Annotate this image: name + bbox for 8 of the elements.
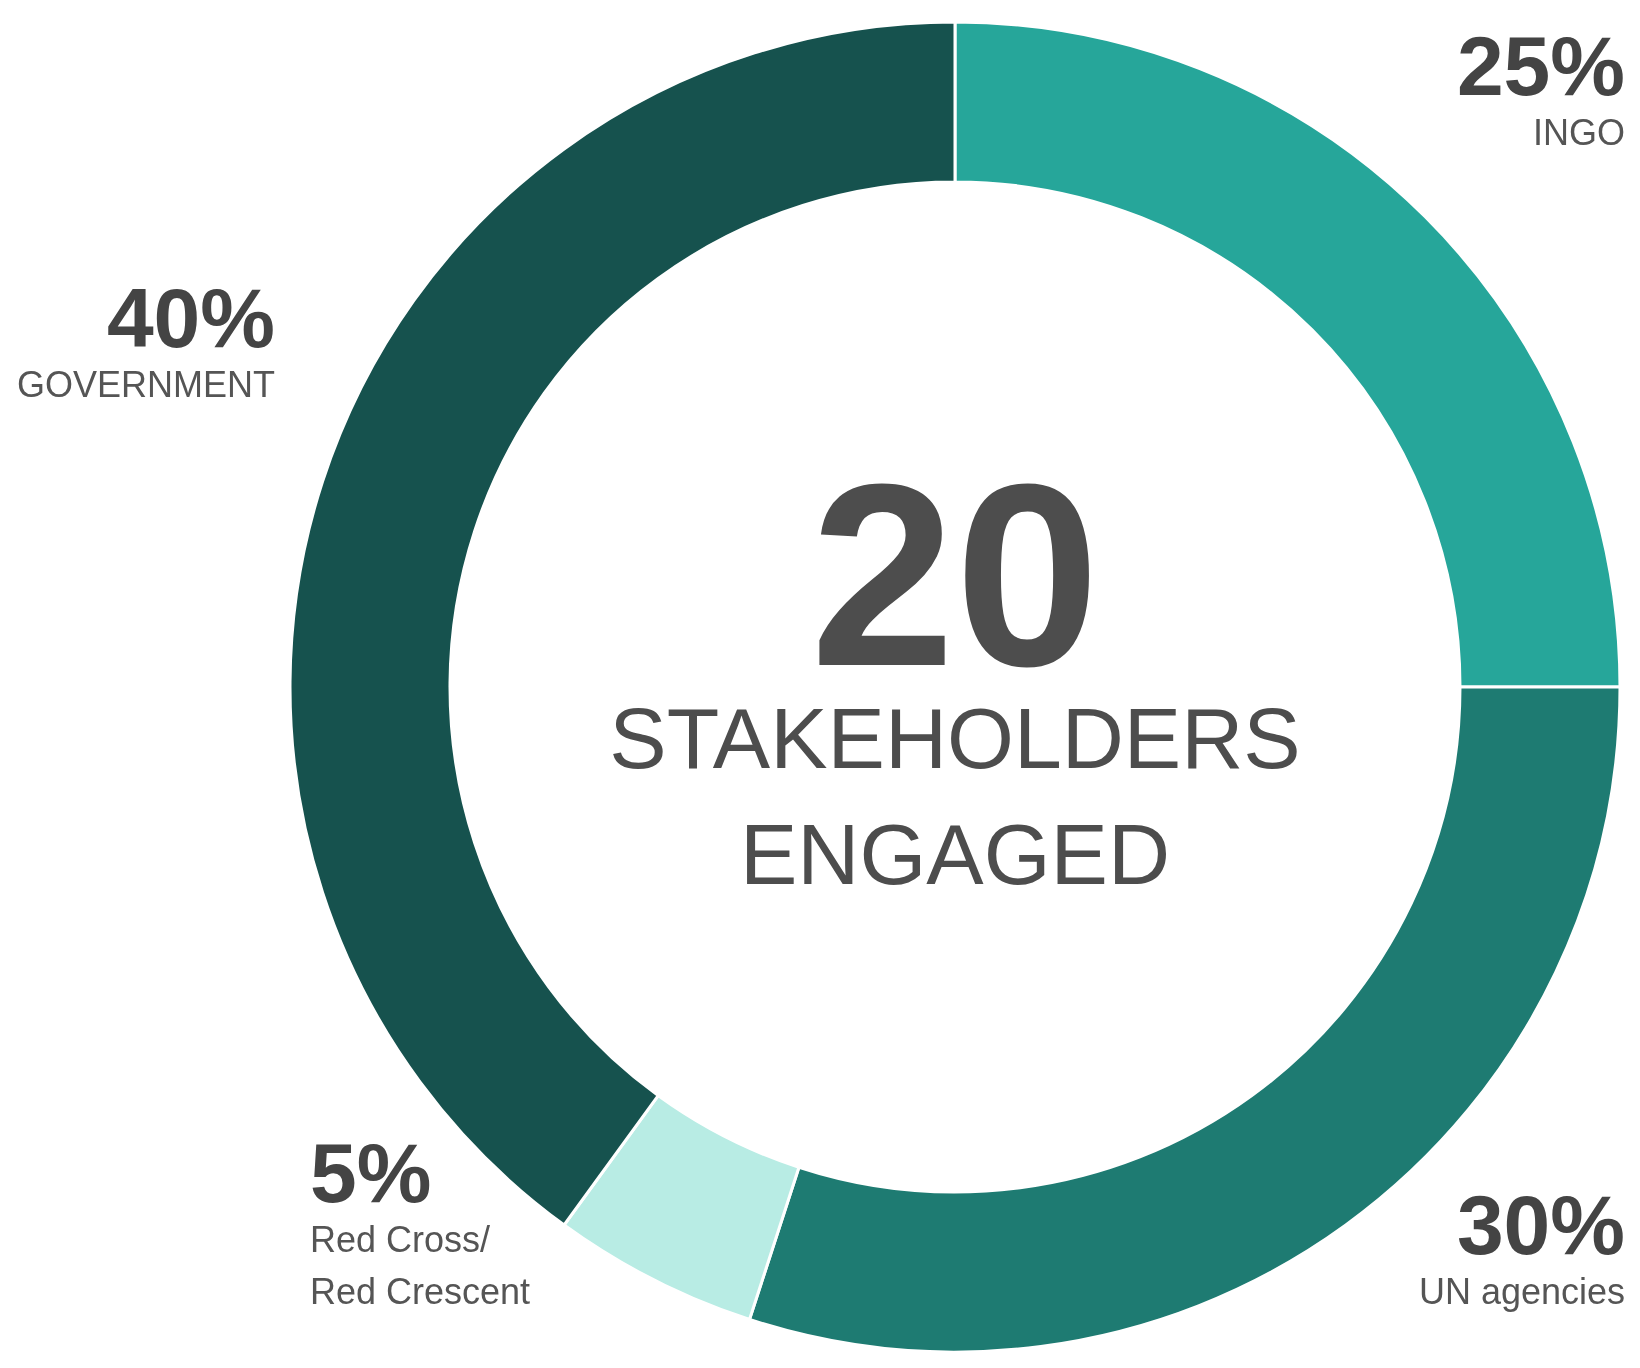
- data-label: 5%: [310, 1126, 432, 1220]
- slice-label: UN agencies: [1418, 1271, 1625, 1312]
- slice-label: INGO: [1532, 112, 1625, 153]
- data-label: 30%: [1456, 1178, 1625, 1272]
- data-label: 25%: [1456, 19, 1625, 113]
- data-label: 40%: [106, 271, 275, 366]
- slice-label: Red Cross/Red Crescent: [310, 1219, 531, 1312]
- slice-label: GOVERNMENT: [16, 364, 276, 406]
